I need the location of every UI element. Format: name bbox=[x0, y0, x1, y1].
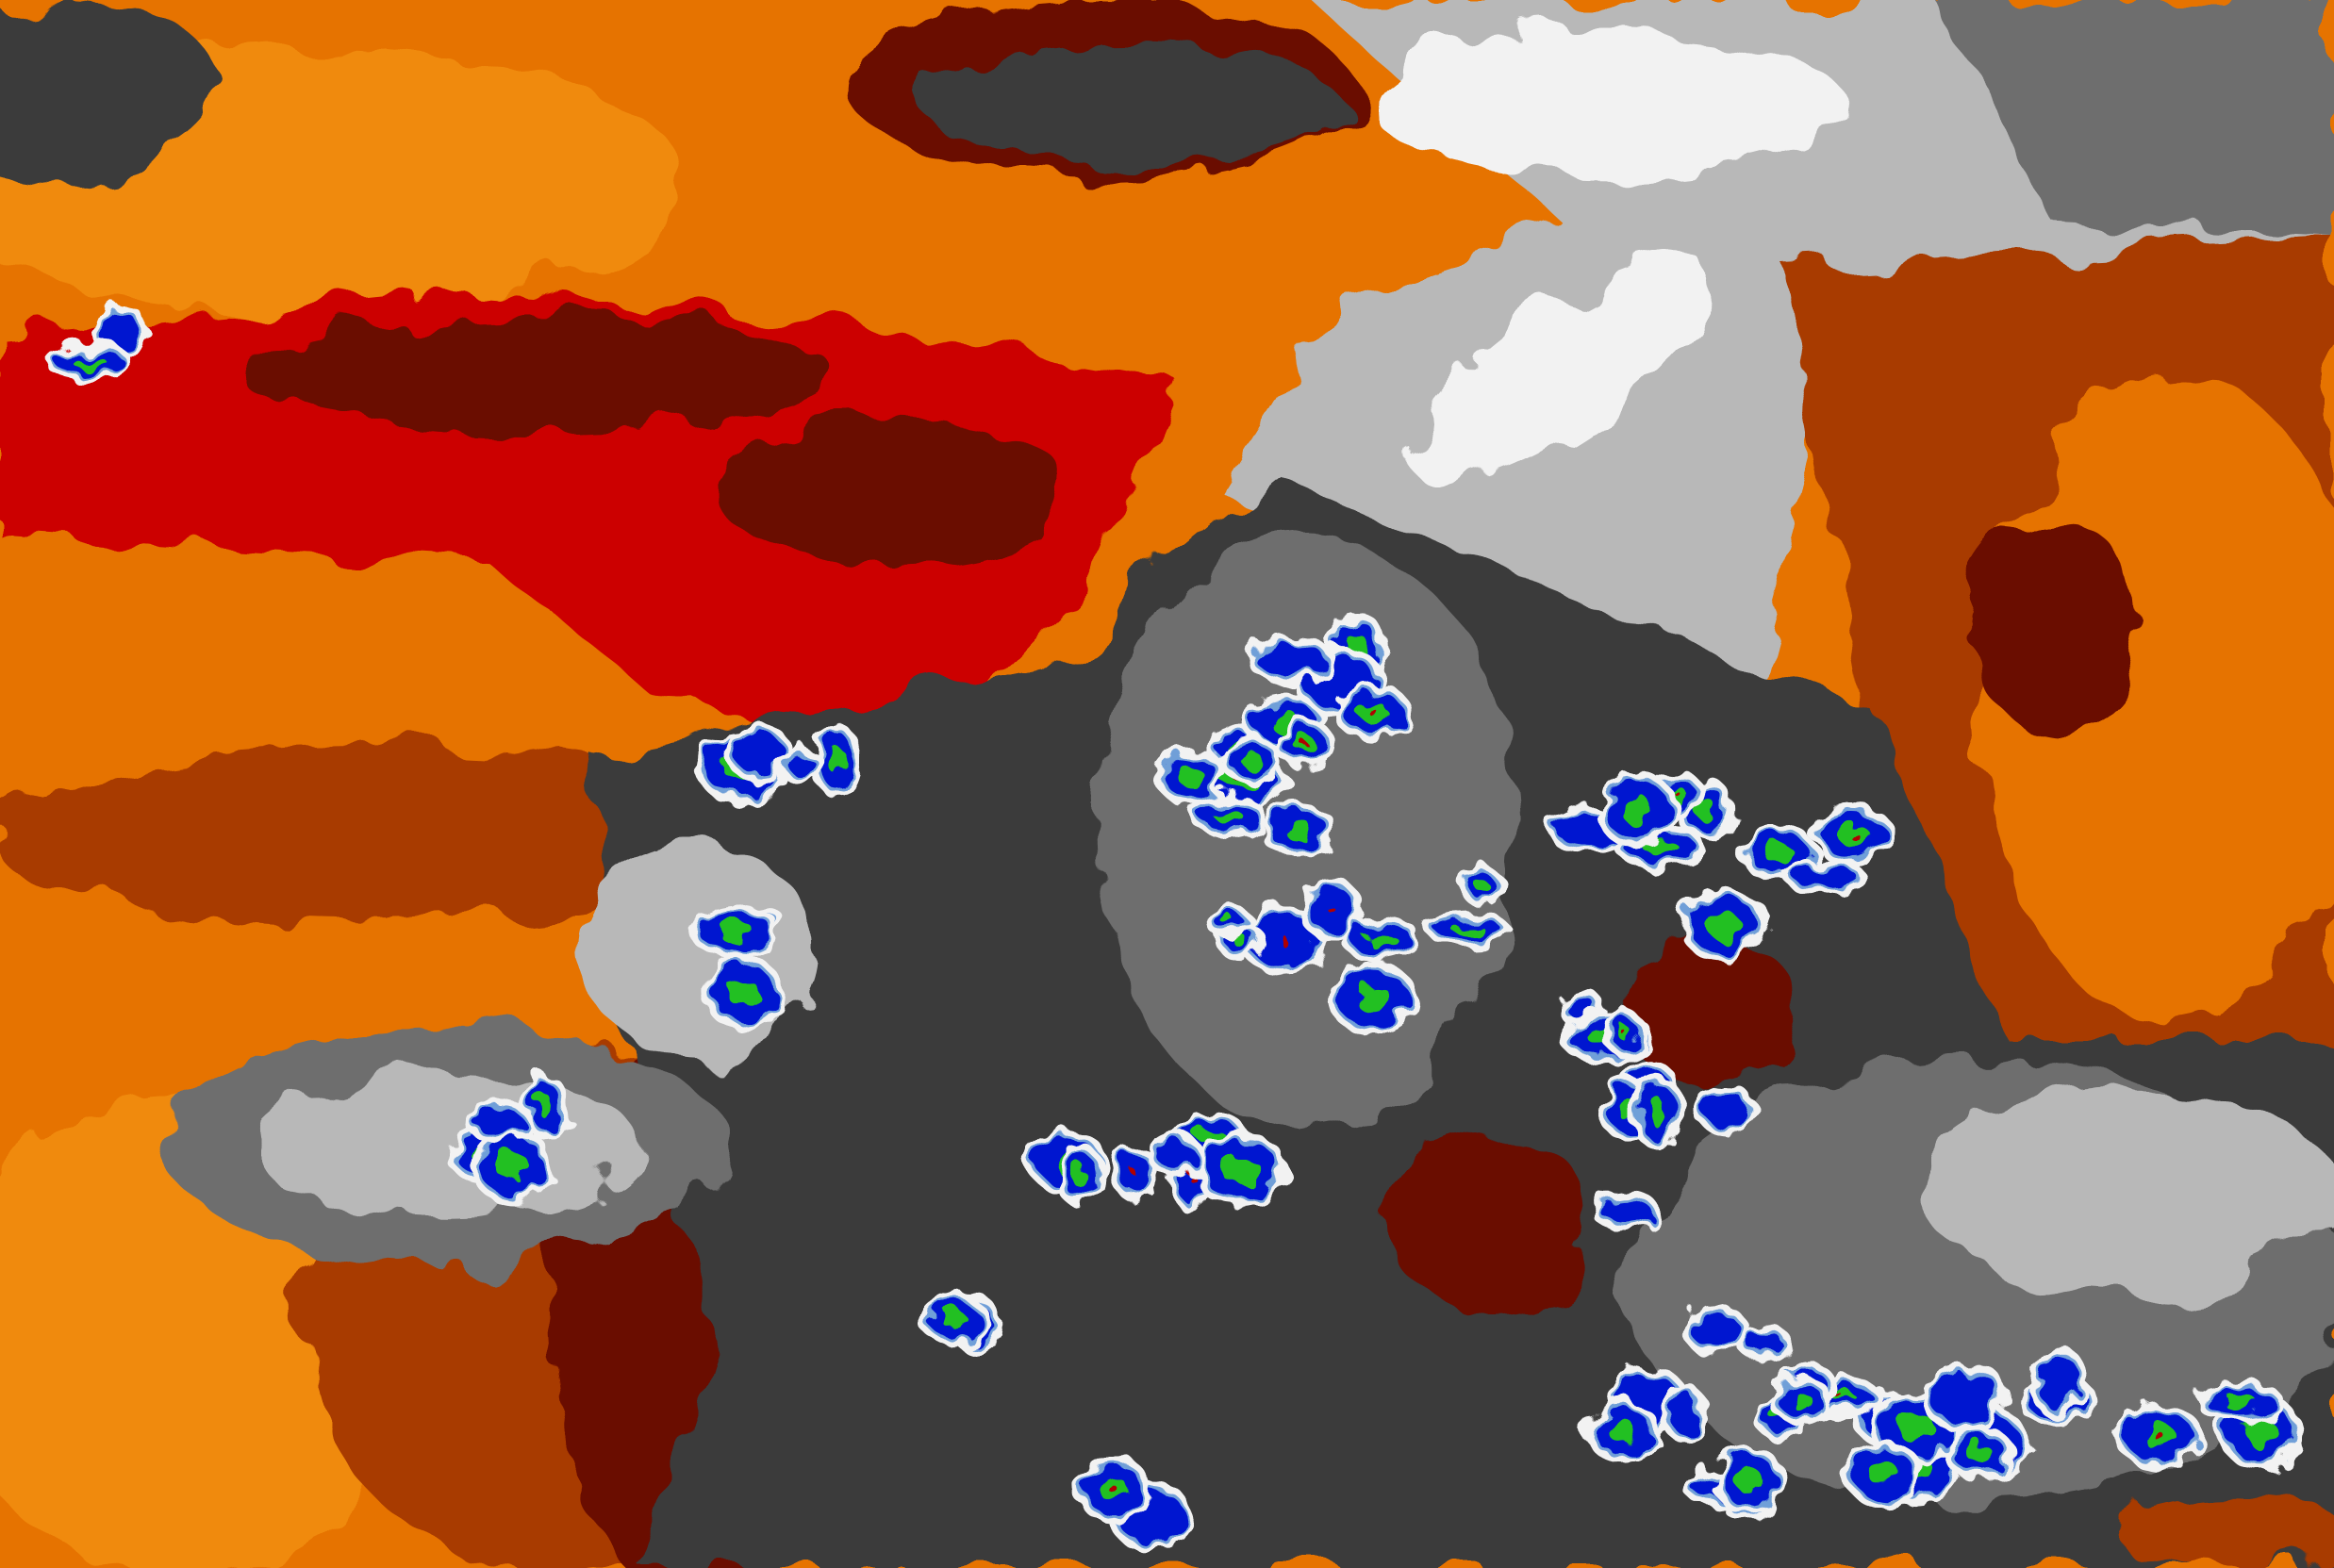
very-cold-core bbox=[1895, 1411, 1934, 1442]
deep-convection bbox=[1792, 867, 1857, 886]
very-cold-core bbox=[1475, 880, 1489, 893]
very-cold-core bbox=[1222, 917, 1237, 927]
very-cold-core bbox=[1221, 1155, 1261, 1185]
overshooting-top bbox=[2153, 1432, 2164, 1440]
overshooting-top bbox=[1328, 906, 1335, 914]
deep-convection bbox=[473, 1111, 525, 1134]
very-cold-core bbox=[1696, 799, 1717, 822]
very-cold-core bbox=[1366, 933, 1398, 948]
very-cold-core bbox=[828, 746, 845, 775]
deep-convection bbox=[734, 732, 784, 774]
bright-cloud bbox=[1413, 258, 1713, 486]
overshooting-top bbox=[1109, 1485, 1117, 1494]
very-cold-core bbox=[727, 979, 759, 1007]
deep-convection bbox=[1690, 1313, 1741, 1347]
cloud-gray bbox=[1934, 0, 2334, 239]
dark-warm-area bbox=[1622, 937, 1801, 1086]
dark-warm-area bbox=[1964, 520, 2144, 730]
very-cold-core bbox=[1071, 1164, 1088, 1188]
cirrus bbox=[1920, 1085, 2334, 1295]
very-cold-core bbox=[1965, 1444, 1993, 1463]
overshooting-top bbox=[1675, 791, 1680, 797]
very-cold-core bbox=[1354, 984, 1391, 1013]
very-cold-core bbox=[717, 921, 754, 942]
deep-convection bbox=[2038, 1354, 2079, 1411]
very-cold-core bbox=[1214, 808, 1243, 823]
very-cold-core bbox=[1734, 1467, 1763, 1493]
deep-convection bbox=[1702, 1094, 1749, 1126]
deep-convection bbox=[1746, 1331, 1783, 1355]
very-cold-core bbox=[1763, 843, 1794, 864]
cloud-patch bbox=[922, 44, 1340, 164]
very-cold-core bbox=[2243, 1417, 2276, 1447]
deep-convection bbox=[1928, 1370, 2001, 1423]
very-cold-core bbox=[72, 356, 108, 368]
bright-cloud bbox=[1369, 29, 1846, 179]
very-cold-core bbox=[1177, 767, 1205, 787]
very-cold-core bbox=[941, 1312, 968, 1329]
dark-warm-area bbox=[0, 743, 759, 923]
overshooting-top bbox=[1368, 709, 1378, 716]
deep-convection bbox=[1155, 1140, 1194, 1168]
very-cold-core bbox=[538, 1094, 553, 1118]
overshooting-top bbox=[1277, 934, 1287, 944]
deep-convection bbox=[1256, 644, 1326, 676]
deep-convection bbox=[103, 310, 139, 355]
very-cold-core bbox=[1647, 1098, 1666, 1127]
deep-red-area bbox=[714, 416, 1072, 566]
very-cold-core bbox=[495, 1150, 528, 1180]
very-cold-core bbox=[1620, 796, 1654, 825]
very-cold-core bbox=[1706, 911, 1741, 939]
very-cold-core bbox=[1284, 820, 1314, 841]
deep-convection bbox=[1599, 1199, 1652, 1223]
very-cold-core bbox=[1450, 924, 1485, 934]
cirrus bbox=[253, 1071, 640, 1220]
deep-convection bbox=[1671, 1391, 1698, 1435]
overshooting-top bbox=[1849, 833, 1860, 840]
overshooting-top bbox=[1187, 1171, 1192, 1180]
cirrus bbox=[580, 848, 819, 1057]
overshooting-top bbox=[1132, 1170, 1137, 1177]
deep-red-area bbox=[238, 312, 834, 432]
overshooting-top bbox=[1623, 1032, 1628, 1036]
very-cold-core bbox=[2223, 1396, 2259, 1410]
overshooting-top bbox=[1301, 742, 1309, 748]
cloud-patch bbox=[0, 0, 223, 179]
dark-warm-area bbox=[1383, 1131, 1593, 1310]
dark-warm-area bbox=[2113, 1494, 2334, 1568]
very-cold-core bbox=[1867, 1461, 1899, 1486]
very-cold-core bbox=[1240, 753, 1265, 768]
very-cold-core bbox=[1790, 1392, 1813, 1410]
deep-convection bbox=[787, 754, 815, 775]
very-cold-core bbox=[1608, 1420, 1637, 1444]
